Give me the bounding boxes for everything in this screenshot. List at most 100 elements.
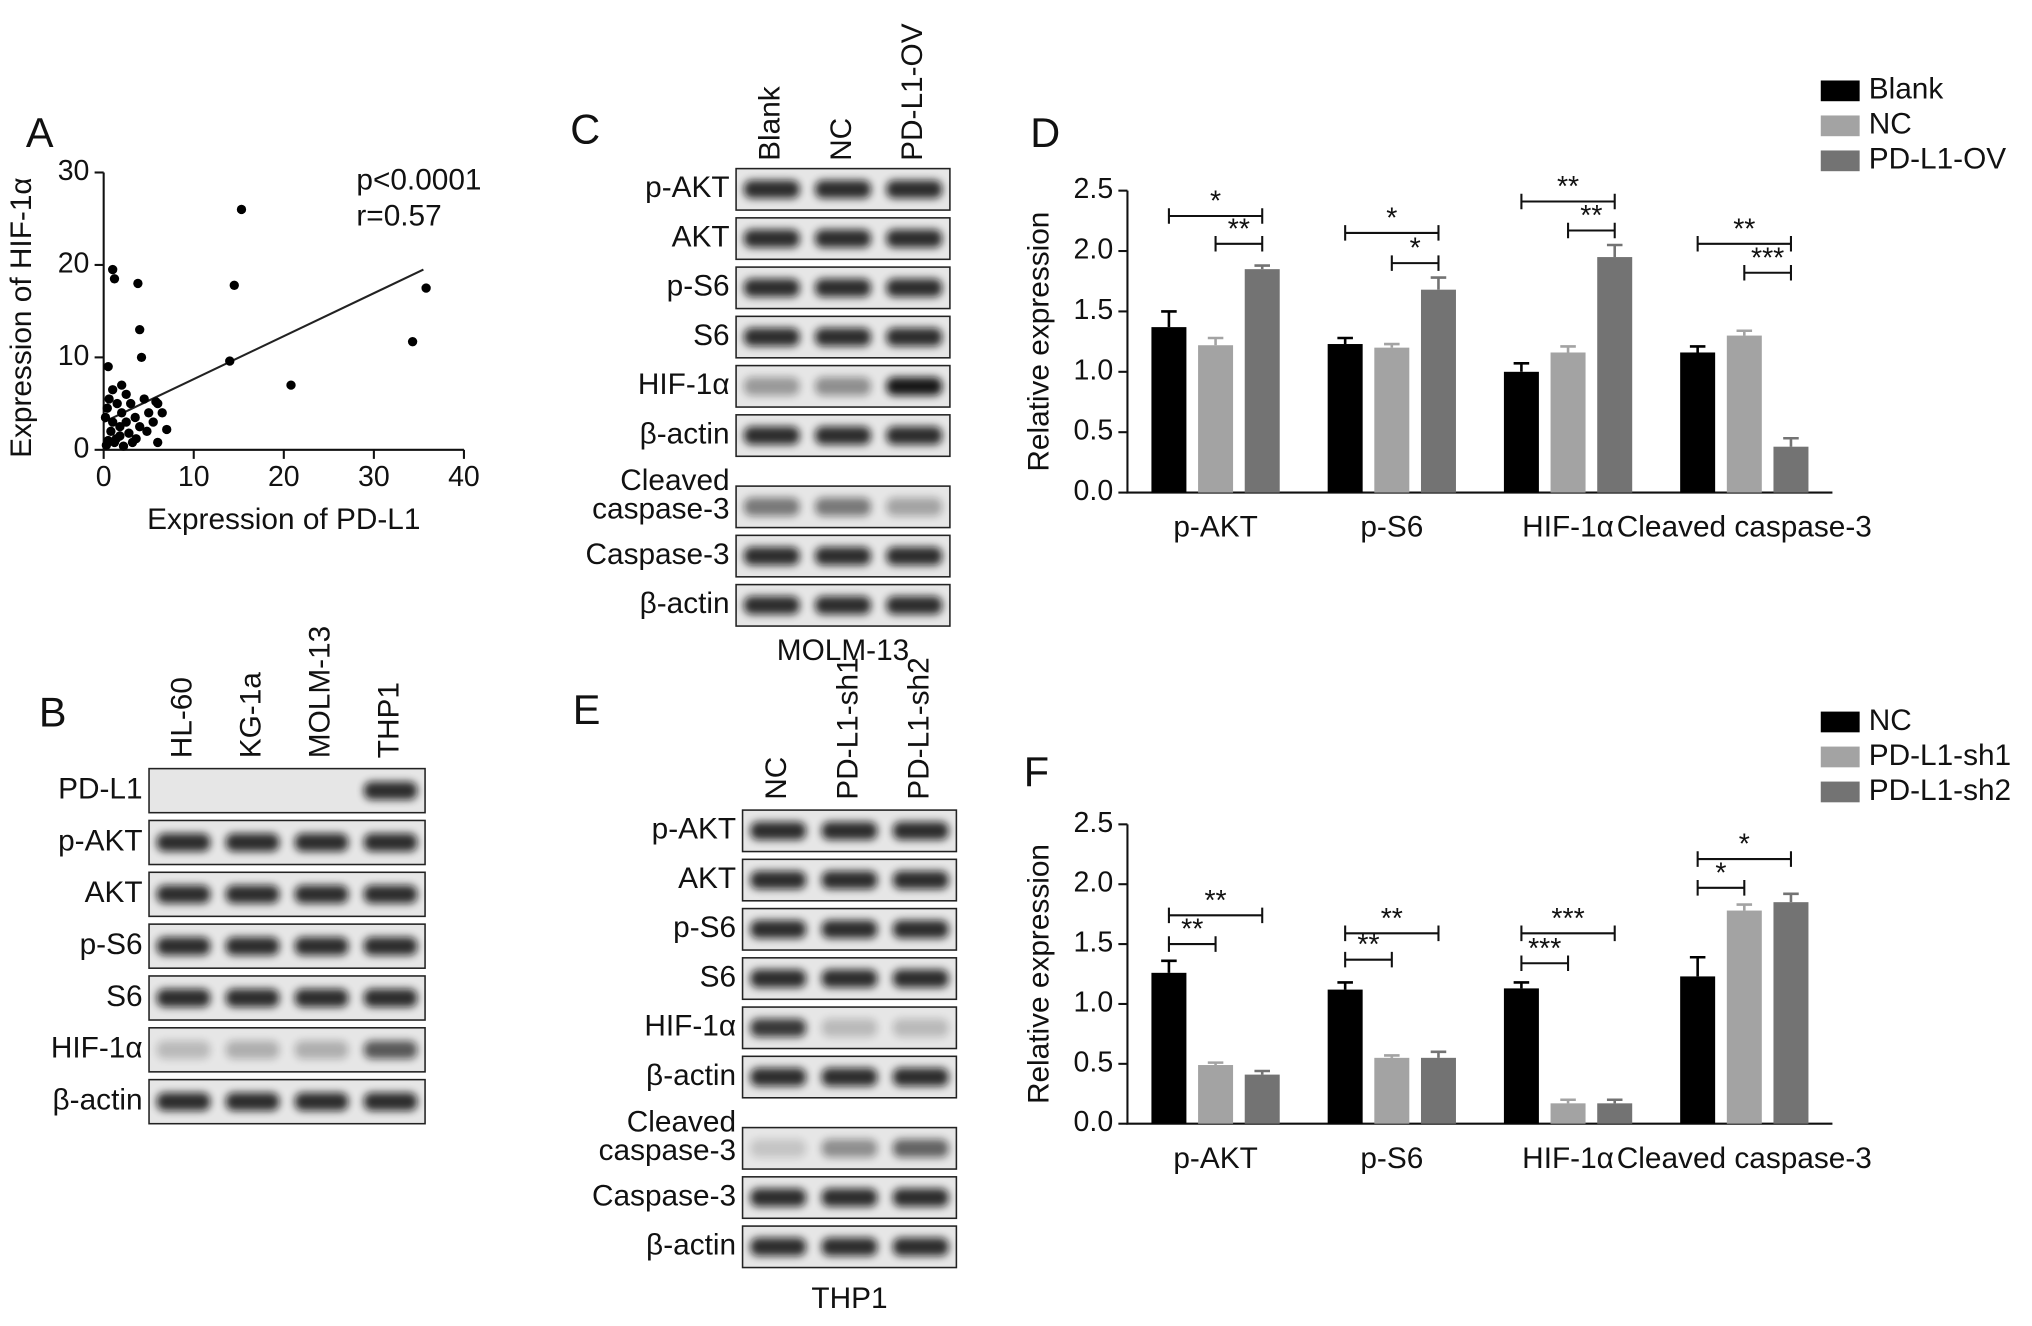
significance-label: ** <box>1557 171 1579 203</box>
error-bar <box>1430 1050 1447 1058</box>
row-label: AKT <box>672 220 730 253</box>
row-label: p-AKT <box>652 813 736 846</box>
bar <box>1327 989 1363 1124</box>
blot-band <box>886 180 943 199</box>
scatter-point <box>135 422 145 432</box>
y-tick-label: 1.0 <box>1074 354 1114 386</box>
row-label: p-S6 <box>667 270 730 303</box>
scatter-point <box>135 324 145 335</box>
error-bar <box>1337 336 1353 345</box>
scatter-point <box>139 394 149 404</box>
blot-band <box>363 937 418 956</box>
y-axis-label: Expression of HIF-1α <box>5 177 38 458</box>
scatter-point <box>126 398 136 409</box>
blot-band <box>750 821 807 840</box>
error-bar <box>1606 1098 1623 1104</box>
y-tick-label: 0 <box>74 432 90 464</box>
blot-band <box>892 1067 949 1087</box>
scatter-point <box>118 441 129 451</box>
blot-band <box>886 328 943 347</box>
lane-label: PD-L1-OV <box>896 23 929 161</box>
scatter-point <box>130 412 140 423</box>
blot-band <box>750 1188 807 1207</box>
scatter-point <box>148 417 158 427</box>
row-label: β-actin <box>640 587 730 620</box>
blot-band <box>815 180 871 199</box>
blot-band <box>743 229 800 248</box>
error-bar <box>1254 264 1270 270</box>
blot-band <box>886 426 943 445</box>
scatter-point <box>117 408 127 418</box>
row-label: S6 <box>693 319 729 352</box>
panel-label: B <box>39 688 67 735</box>
panel-label: A <box>26 109 54 156</box>
error-bar <box>1161 310 1177 328</box>
axis-line <box>1126 824 1833 1125</box>
row-label: p-S6 <box>673 911 736 944</box>
blot-band <box>892 920 949 939</box>
row-label: p-AKT <box>58 824 142 857</box>
lane-label: KG-1a <box>234 672 267 759</box>
bar <box>1773 902 1809 1124</box>
significance-label: ** <box>1228 213 1250 245</box>
blot-band <box>821 870 878 890</box>
blot-band <box>363 781 418 800</box>
blot-band <box>294 885 349 904</box>
significance-bracket <box>1696 880 1746 896</box>
significance-bracket <box>1696 851 1792 867</box>
blot-band <box>156 1040 211 1059</box>
blot-band <box>821 1188 878 1207</box>
legend-swatch <box>1820 115 1860 137</box>
blot-band <box>750 969 807 988</box>
legend-swatch <box>1820 711 1860 733</box>
blot-band <box>886 377 943 396</box>
scatter-point <box>131 434 141 444</box>
scatter-point <box>421 283 431 293</box>
significance-label: *** <box>1551 903 1584 935</box>
significance-bracket <box>1344 925 1440 942</box>
blot-band <box>892 1237 949 1256</box>
error-bar <box>1560 345 1576 353</box>
bar <box>1198 345 1234 493</box>
lane-label: THP1 <box>372 682 405 758</box>
lane-label: HL-60 <box>165 677 198 758</box>
lane-label: NC <box>825 118 858 161</box>
bar <box>1503 988 1539 1124</box>
bar <box>1151 972 1187 1124</box>
scatter-point <box>142 426 152 436</box>
scatter-point <box>151 397 161 407</box>
blot-band <box>743 278 800 297</box>
significance-label: ** <box>1181 914 1203 946</box>
row-label: p-S6 <box>80 928 143 961</box>
scatter-point <box>157 408 167 418</box>
bar <box>1726 910 1762 1124</box>
significance-label: ** <box>1357 929 1379 961</box>
y-tick-label: 1.5 <box>1074 294 1114 326</box>
x-tick-label: p-AKT <box>1173 1142 1257 1175</box>
significance-bracket <box>1167 936 1217 952</box>
blot-band <box>743 180 800 199</box>
blot-band <box>821 1237 878 1256</box>
bar <box>1244 269 1280 493</box>
blot-band <box>225 833 280 852</box>
blot-band <box>363 1040 418 1059</box>
y-tick-label: 0.0 <box>1074 475 1114 507</box>
blot-band <box>821 821 878 840</box>
blot-band <box>892 1188 949 1207</box>
significance-label: *** <box>1528 933 1561 965</box>
blot-band <box>892 969 949 988</box>
x-tick-label: p-S6 <box>1360 511 1423 544</box>
blot-band <box>294 1092 349 1111</box>
error-bar <box>1161 959 1177 973</box>
bar <box>1726 335 1762 493</box>
blot-band <box>892 821 949 840</box>
legend-label: PD-L1-sh2 <box>1869 774 2011 807</box>
scatter-point <box>108 417 118 427</box>
significance-bracket <box>1167 208 1264 224</box>
x-tick-label: 30 <box>358 461 390 493</box>
error-bar <box>1254 1069 1270 1075</box>
significance-label: ** <box>1381 903 1403 935</box>
blot-band <box>821 920 878 939</box>
significance-bracket <box>1520 955 1570 972</box>
